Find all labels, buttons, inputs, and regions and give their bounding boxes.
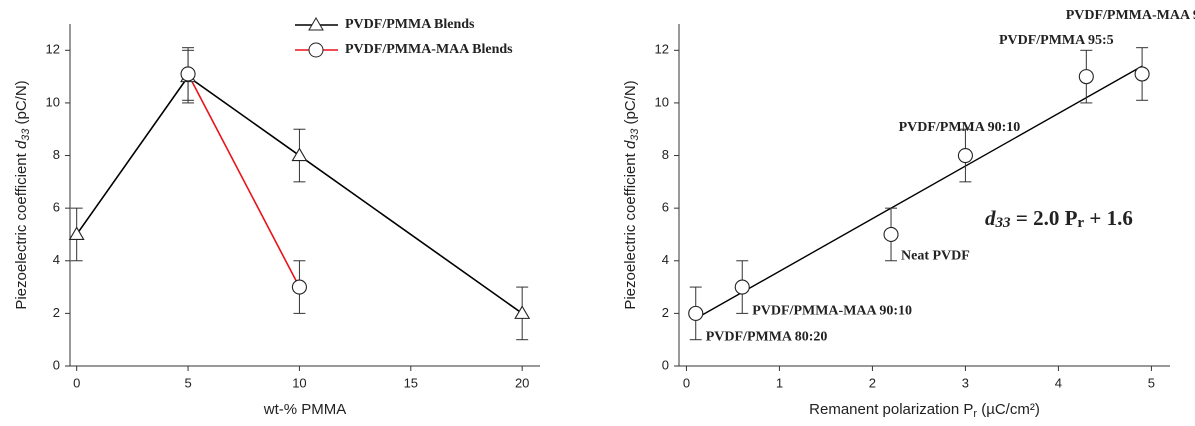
label-part: r — [1077, 215, 1084, 231]
marker — [180, 66, 196, 82]
marker — [1134, 66, 1150, 82]
label-part: d — [13, 140, 30, 149]
legend-marker — [308, 17, 324, 31]
marker — [883, 226, 899, 243]
x-tick-label: 2 — [869, 375, 876, 390]
y-tick-label: 6 — [662, 200, 669, 215]
x-tick-label: 20 — [515, 375, 529, 390]
label-part: Remanent polarization P — [809, 401, 973, 418]
y-axis-label: Piezoelectric coefficient d33 (pC/N) — [622, 80, 641, 309]
annotation: Neat PVDF — [901, 249, 970, 264]
data-line — [76, 75, 523, 315]
x-tick-label: 15 — [404, 375, 418, 390]
y-tick-label: 6 — [53, 200, 60, 215]
annotation: PVDF/PMMA 90:10 — [899, 120, 1021, 135]
marker — [1078, 69, 1094, 85]
label-part: (µC/cm²) — [977, 401, 1040, 418]
label-part: (pC/N) — [13, 80, 30, 128]
legend-marker — [308, 42, 324, 58]
legend-label: PVDF/PMMA Blends — [345, 17, 475, 32]
marker — [68, 226, 85, 241]
x-tick-label: 10 — [292, 375, 306, 390]
y-tick-label: 0 — [53, 357, 60, 372]
equation: d33 = 2.0 Pr + 1.6 — [985, 206, 1133, 232]
label-part: d — [622, 140, 639, 149]
annotation: PVDF/PMMA 80:20 — [706, 330, 828, 345]
label-part: 33 — [629, 129, 641, 141]
label-part: r — [973, 408, 977, 420]
marker — [514, 305, 531, 319]
x-axis-label: Remanent polarization Pr (µC/cm²) — [809, 401, 1040, 420]
marker — [688, 305, 704, 321]
marker — [291, 147, 308, 162]
marker — [291, 279, 307, 295]
label-part: 33 — [995, 215, 1012, 231]
x-tick-label: 3 — [962, 375, 969, 390]
x-tick-label: 5 — [184, 375, 191, 390]
x-tick-label: 4 — [1055, 375, 1062, 390]
label-part: + 1.6 — [1084, 206, 1133, 230]
x-tick-label: 0 — [683, 375, 690, 390]
x-axis-label: wt-% PMMA — [263, 401, 347, 418]
y-axis-label: Piezoelectric coefficient d33 (pC/N) — [13, 80, 32, 309]
label-part: Piezoelectric coefficient — [622, 149, 639, 310]
x-tick-label: 1 — [776, 375, 783, 390]
y-tick-label: 12 — [655, 42, 669, 57]
fit-line — [695, 65, 1143, 320]
x-tick-label: 5 — [1148, 375, 1155, 390]
y-tick-label: 10 — [655, 94, 669, 109]
y-tick-label: 8 — [53, 147, 60, 162]
label-part: d — [985, 206, 996, 230]
marker — [957, 147, 973, 164]
data-line — [187, 73, 301, 288]
y-tick-label: 8 — [662, 147, 669, 162]
label-part: 33 — [20, 129, 32, 141]
y-tick-label: 10 — [46, 94, 60, 109]
annotation: PVDF/PMMA-MAA 95:5 — [1066, 8, 1195, 23]
y-tick-label: 0 — [662, 357, 669, 372]
y-tick-label: 4 — [53, 252, 60, 267]
annotation: PVDF/PMMA 95:5 — [999, 33, 1114, 48]
y-tick-label: 2 — [662, 305, 669, 320]
marker — [734, 279, 750, 295]
x-tick-label: 0 — [73, 375, 80, 390]
label-part: = 2.0 P — [1011, 206, 1078, 230]
y-tick-label: 2 — [53, 305, 60, 320]
y-tick-label: 12 — [46, 42, 60, 57]
annotation: PVDF/PMMA-MAA 90:10 — [752, 303, 912, 318]
legend-label: PVDF/PMMA-MAA Blends — [345, 42, 513, 57]
label-part: Piezoelectric coefficient — [13, 149, 30, 310]
label-part: (pC/N) — [622, 80, 639, 128]
y-tick-label: 4 — [662, 252, 669, 267]
